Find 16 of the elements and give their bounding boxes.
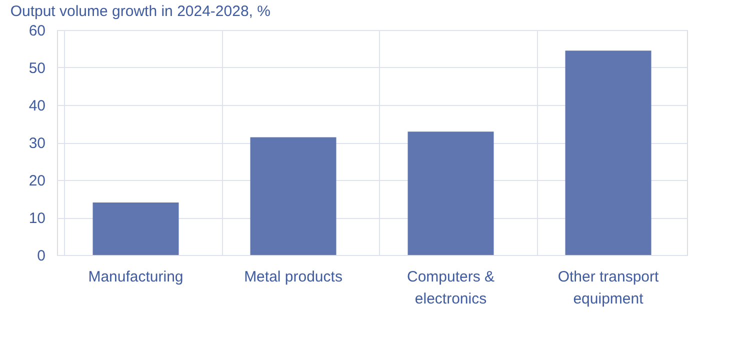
bar [250,137,336,255]
bar [565,50,652,255]
bar [408,132,494,255]
y-tick-label: 40 [28,98,46,114]
bar [92,202,179,255]
x-tick-label: Computers & electronics [406,268,495,308]
y-tick-label: 50 [28,60,46,77]
x-tick-label: Other transport equipment [558,268,660,308]
y-tick-label: 30 [28,135,46,152]
x-tick-label: Metal products [244,268,342,286]
x-tick-label: Manufacturing [88,268,184,286]
y-tick-label: 60 [28,22,46,40]
chart-title: Output volume growth in 2024-2028, % [10,3,270,20]
y-tick-label: 0 [37,248,46,264]
y-tick-label: 10 [28,210,46,227]
y-tick-label: 20 [28,172,46,190]
